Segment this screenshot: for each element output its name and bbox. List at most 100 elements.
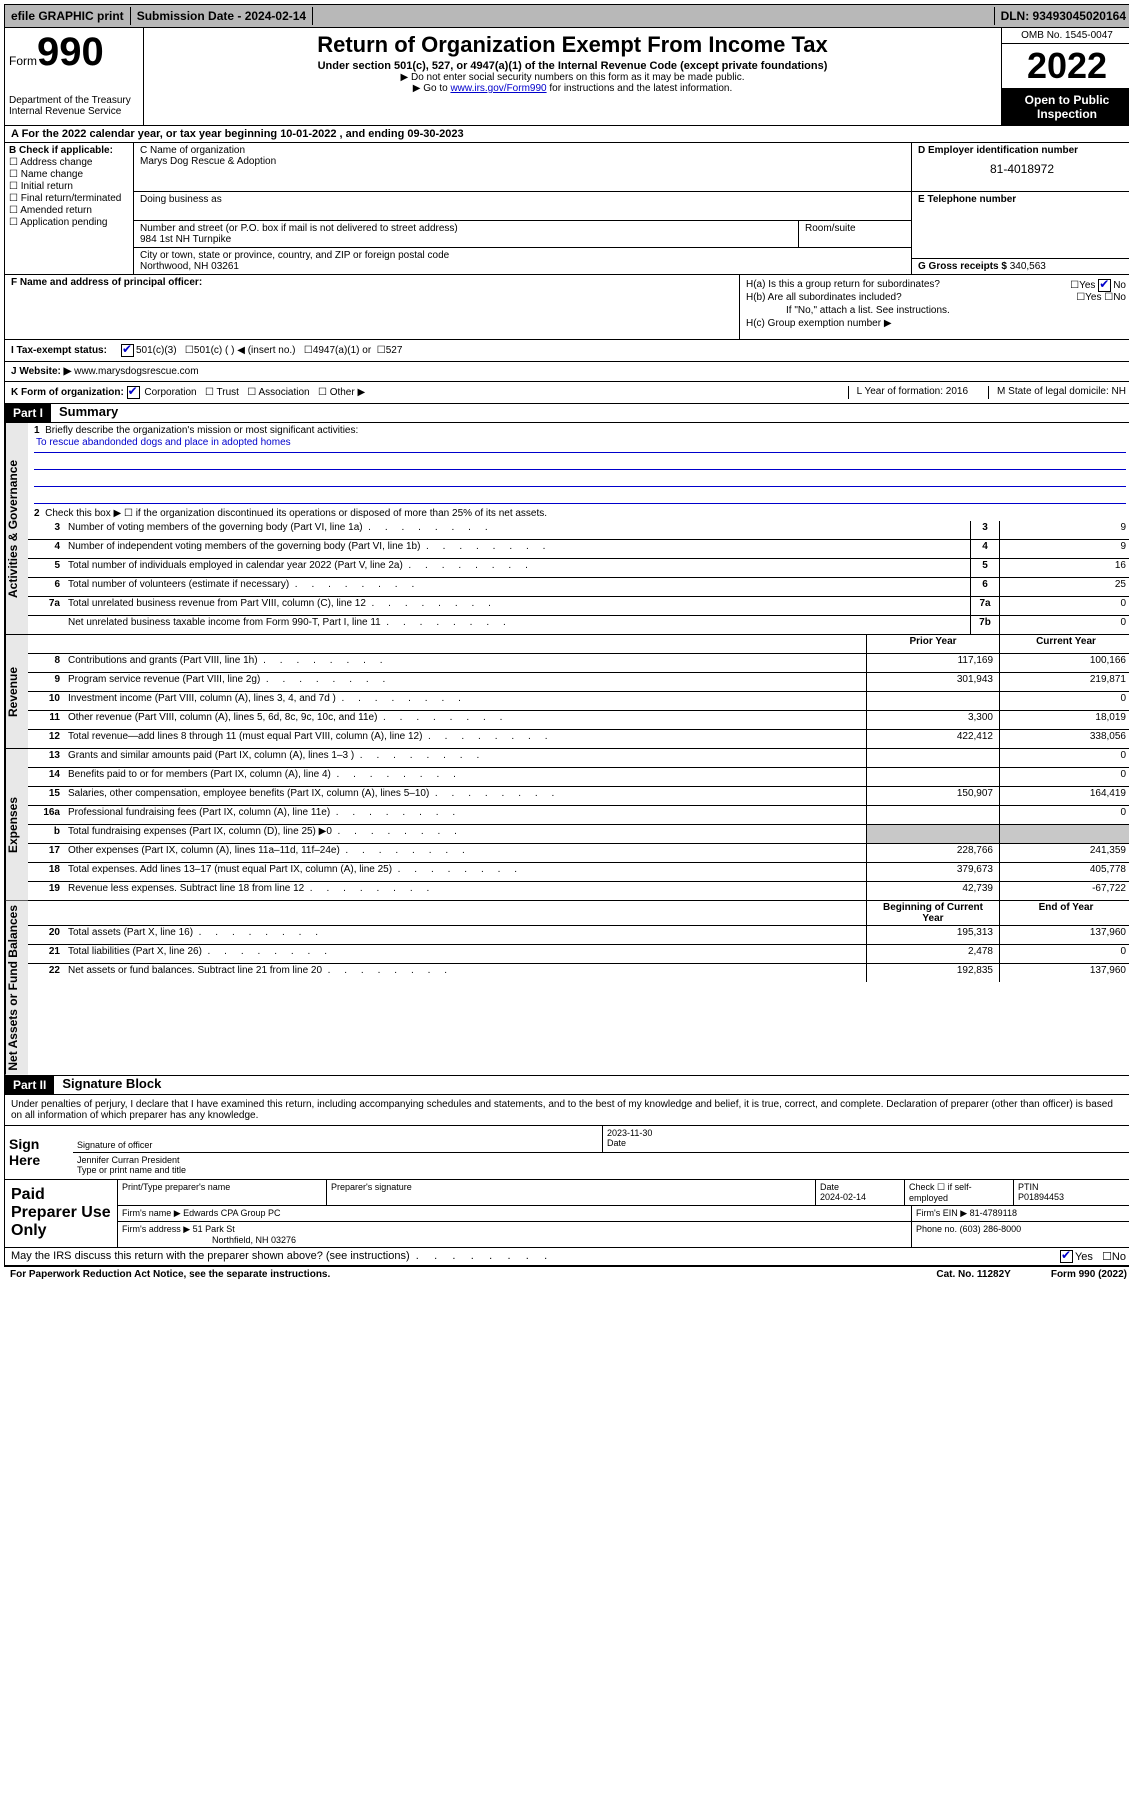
h-b-note: If "No," attach a list. See instructions…: [746, 305, 1126, 316]
f-label: F Name and address of principal officer:: [11, 277, 202, 288]
line-desc: Net assets or fund balances. Subtract li…: [64, 964, 866, 982]
form-title: Return of Organization Exempt From Incom…: [148, 32, 997, 58]
chk-amended[interactable]: ☐ Amended return: [9, 205, 129, 216]
prior-val: 42,739: [866, 882, 999, 900]
pp-row3: Firm's address ▶ 51 Park St Northfield, …: [118, 1222, 1129, 1247]
data-row: 10Investment income (Part VIII, column (…: [28, 692, 1129, 711]
prior-val: 195,313: [866, 926, 999, 944]
curr-val: 405,778: [999, 863, 1129, 881]
sign-right: Signature of officer 2023-11-30 Date Jen…: [73, 1126, 1129, 1179]
line-desc: Number of voting members of the governin…: [64, 521, 970, 539]
may-yes[interactable]: [1060, 1250, 1073, 1263]
topbar: efile GRAPHIC print Submission Date - 20…: [4, 4, 1129, 28]
pp-right: Print/Type preparer's name Preparer's si…: [118, 1180, 1129, 1247]
firm-name-cell: Firm's name ▶ Edwards CPA Group PC: [118, 1206, 912, 1221]
data-row: 19Revenue less expenses. Subtract line 1…: [28, 882, 1129, 900]
line-num: 11: [28, 711, 64, 729]
chk-final[interactable]: ☐ Final return/terminated: [9, 193, 129, 204]
line-num: 21: [28, 945, 64, 963]
chk-pending[interactable]: ☐ Application pending: [9, 217, 129, 228]
paid-label: Paid Preparer Use Only: [5, 1180, 118, 1247]
ha-no[interactable]: [1098, 279, 1111, 292]
chk-initial[interactable]: ☐ Initial return: [9, 181, 129, 192]
prior-val: 228,766: [866, 844, 999, 862]
street-row: Number and street (or P.O. box if mail i…: [134, 221, 911, 248]
form-header: Form990 Department of the Treasury Inter…: [4, 28, 1129, 126]
row-i: I Tax-exempt status: 501(c)(3) ☐ 501(c) …: [4, 340, 1129, 362]
row-j: J Website: ▶ www.marysdogsrescue.com: [4, 362, 1129, 382]
col-curr: Current Year: [999, 635, 1129, 653]
line-desc: Total expenses. Add lines 13–17 (must eq…: [64, 863, 866, 881]
h-c: H(c) Group exemption number ▶: [746, 318, 1126, 329]
street-label: Number and street (or P.O. box if mail i…: [140, 223, 792, 234]
tax-year: 2022: [1002, 44, 1129, 89]
data-row: 8Contributions and grants (Part VIII, li…: [28, 654, 1129, 673]
curr-val: [999, 825, 1129, 843]
org-name-block: C Name of organization Marys Dog Rescue …: [134, 143, 911, 192]
line-desc: Benefits paid to or for members (Part IX…: [64, 768, 866, 786]
prior-val: [866, 692, 999, 710]
pp-row2: Firm's name ▶ Edwards CPA Group PC Firm'…: [118, 1206, 1129, 1222]
prior-val: [866, 806, 999, 824]
firm-ein-cell: Firm's EIN ▶ 81-4789118: [912, 1206, 1129, 1221]
prior-val: 422,412: [866, 730, 999, 748]
goto-pre: ▶ Go to: [413, 83, 451, 94]
firm-name: Edwards CPA Group PC: [183, 1208, 280, 1218]
h-b: H(b) Are all subordinates included? ☐Yes…: [746, 292, 1126, 303]
na-body: Beginning of Current Year End of Year 20…: [28, 901, 1129, 1075]
prior-val: [866, 825, 999, 843]
type-name-label: Type or print name and title: [77, 1165, 1128, 1175]
rev-header: Prior Year Current Year: [28, 635, 1129, 654]
dba-block: Doing business as: [134, 192, 911, 221]
mission-blank1: [34, 453, 1126, 470]
goto-post: for instructions and the latest informat…: [547, 83, 733, 94]
sign-here: Sign Here: [5, 1126, 73, 1179]
city-val: Northwood, NH 03261: [140, 261, 905, 272]
form-subtitle: Under section 501(c), 527, or 4947(a)(1)…: [148, 60, 997, 72]
part1-title: Summary: [51, 404, 118, 422]
chk-501c3[interactable]: [121, 344, 134, 357]
chk-address[interactable]: ☐ Address change: [9, 157, 129, 168]
org-name: Marys Dog Rescue & Adoption: [140, 156, 905, 167]
part1-header: Part I Summary: [4, 404, 1129, 423]
part2-title: Signature Block: [54, 1076, 161, 1094]
line-num: 18: [28, 863, 64, 881]
may-irs-text: May the IRS discuss this return with the…: [11, 1250, 410, 1264]
prior-val: [866, 749, 999, 767]
form-number: Form990: [9, 30, 139, 75]
tel-label: E Telephone number: [918, 194, 1016, 205]
efile-label[interactable]: efile GRAPHIC print: [5, 7, 131, 25]
form-label: Form: [9, 54, 37, 68]
sig-officer-label: Signature of officer: [77, 1140, 598, 1150]
line-num: 17: [28, 844, 64, 862]
col-end: End of Year: [999, 901, 1129, 925]
line-num: 13: [28, 749, 64, 767]
tel-block: E Telephone number: [912, 192, 1129, 259]
name-label: C Name of organization: [140, 145, 905, 156]
line-desc: Salaries, other compensation, employee b…: [64, 787, 866, 805]
city-block: City or town, state or province, country…: [134, 248, 911, 274]
ptin-val: P01894453: [1018, 1192, 1128, 1202]
prior-val: 2,478: [866, 945, 999, 963]
irs-link[interactable]: www.irs.gov/Form990: [450, 83, 546, 94]
netassets-section: Net Assets or Fund Balances Beginning of…: [4, 901, 1129, 1076]
line-num: 14: [28, 768, 64, 786]
j-label: J Website: ▶: [11, 366, 71, 377]
sig-line1: Signature of officer 2023-11-30 Date: [73, 1126, 1129, 1153]
line-num: 20: [28, 926, 64, 944]
col-beg: Beginning of Current Year: [866, 901, 999, 925]
curr-val: 18,019: [999, 711, 1129, 729]
officer-name: Jennifer Curran President: [77, 1155, 1128, 1165]
line-val: 9: [999, 521, 1129, 539]
q1-text: Briefly describe the organization's miss…: [45, 425, 358, 436]
chk-corp[interactable]: [127, 386, 140, 399]
mission-blank3: [34, 487, 1126, 504]
data-row: 13Grants and similar amounts paid (Part …: [28, 749, 1129, 768]
line-num: 15: [28, 787, 64, 805]
prep-date-cell: Date 2024-02-14: [816, 1180, 905, 1205]
line-desc: Total unrelated business revenue from Pa…: [64, 597, 970, 615]
chk-name[interactable]: ☐ Name change: [9, 169, 129, 180]
line-desc: Revenue less expenses. Subtract line 18 …: [64, 882, 866, 900]
curr-val: 219,871: [999, 673, 1129, 691]
form-990: 990: [37, 30, 104, 74]
